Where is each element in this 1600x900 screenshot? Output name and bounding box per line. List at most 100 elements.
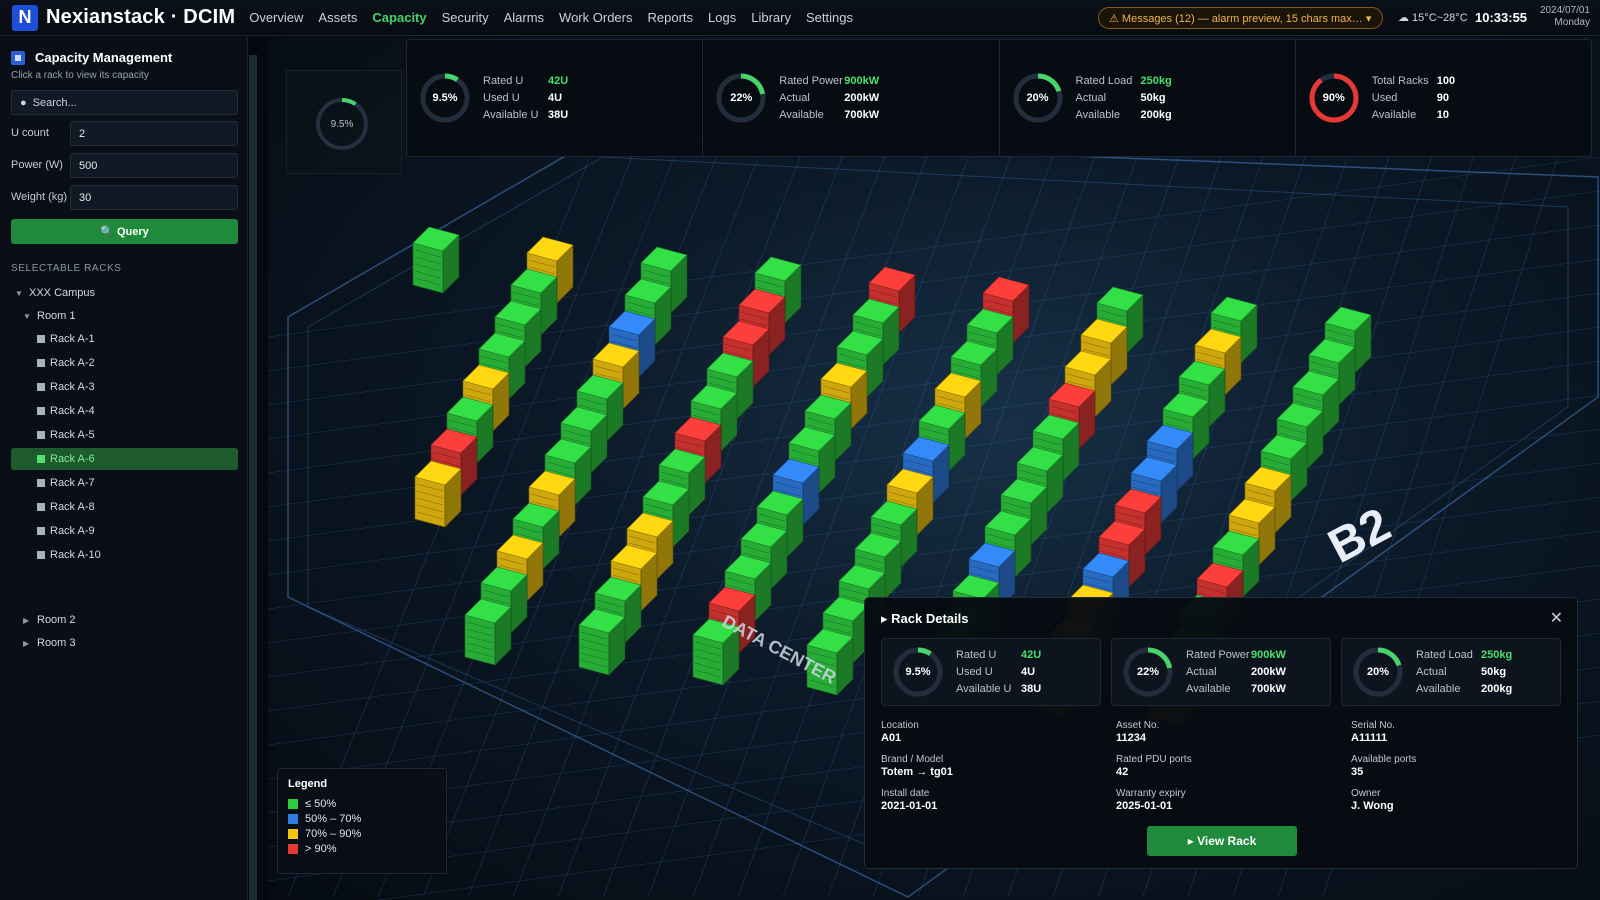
kpi-key: Available xyxy=(1371,109,1417,121)
rack-slot-line xyxy=(1212,326,1240,335)
kpi-row: Available U 38U xyxy=(956,681,1041,698)
rack-slot-line xyxy=(694,641,722,650)
rack-slot-line xyxy=(1100,550,1128,559)
floor-inner-outline xyxy=(307,156,1569,868)
rack-slot-line xyxy=(1310,368,1338,377)
kpi-row: Actual 200kW xyxy=(1186,664,1286,681)
power-input[interactable]: 500 xyxy=(70,153,238,178)
rack-item[interactable]: Rack A-7 xyxy=(11,472,238,494)
rack-slot-line xyxy=(1294,400,1322,409)
query-button[interactable]: 🔍 Query xyxy=(11,219,238,244)
tree-room-1[interactable]: ▼ Room 1 xyxy=(11,305,238,327)
nav-item-overview[interactable]: Overview xyxy=(249,10,304,25)
rack-block xyxy=(464,598,512,666)
rack-slot-line xyxy=(644,510,672,519)
detail-info-field: Install date 2021-01-01 xyxy=(881,788,937,812)
kpi-key: Rated Power xyxy=(779,75,843,87)
nav-item-capacity[interactable]: Capacity xyxy=(372,10,427,25)
nav-item-assets[interactable]: Assets xyxy=(318,10,358,25)
rack-item[interactable]: Rack A-2 xyxy=(11,352,238,374)
mini-ring: 9.5% xyxy=(313,95,371,153)
rack-slot-line xyxy=(822,385,850,394)
rack-slot-line xyxy=(756,279,784,288)
weight-input[interactable]: 30 xyxy=(70,185,238,210)
rack-item[interactable]: Rack A-8 xyxy=(11,496,238,518)
rack-slot-line xyxy=(448,426,476,435)
rack-item[interactable]: Rack A-10 xyxy=(11,544,238,566)
rack-slot-line xyxy=(610,340,638,349)
kpi-key: Rated U xyxy=(483,75,524,87)
rack-icon xyxy=(37,455,45,463)
rack-slot-line xyxy=(808,651,836,660)
rack-slot-line xyxy=(628,535,656,544)
rack-item[interactable]: Rack A-5 xyxy=(11,424,238,446)
rack-item[interactable]: Rack A-1 xyxy=(11,328,238,350)
rack-item[interactable]: Rack A-6 xyxy=(11,448,238,470)
weekday: Monday xyxy=(1554,17,1590,28)
rack-slot-line xyxy=(984,306,1012,315)
nav-item-alarms[interactable]: Alarms xyxy=(503,10,545,25)
rack-icon xyxy=(37,359,45,367)
rack-slot-line xyxy=(838,360,866,369)
rack-icon xyxy=(37,503,45,511)
rack-slot-line xyxy=(676,446,704,455)
detail-ring-value: 22% xyxy=(1136,666,1160,678)
rack-item-label: Rack A-6 xyxy=(50,453,95,465)
app-title: Nexianstack · DCIM xyxy=(46,6,236,28)
rack-slot-line xyxy=(758,513,786,522)
kpi-row: Available 200kg xyxy=(1416,681,1512,698)
rack-item[interactable]: Rack A-3 xyxy=(11,376,238,398)
kpi-row: Available U 38U xyxy=(483,107,568,124)
search-input[interactable]: ● Search... xyxy=(11,90,238,115)
rack-slot-line xyxy=(1278,425,1306,434)
u-count-row: U count 2 xyxy=(11,121,238,146)
rack-slot-line xyxy=(1018,476,1046,485)
kpi-panel: 9.5% Rated U 42U Used U 4U Available U 38U 22% R… xyxy=(406,39,1592,157)
tree-room-3[interactable]: ▶ Room 3 xyxy=(11,632,238,654)
detail-info-field: Brand / Model Totem → tg01 xyxy=(881,754,953,778)
messages-dropdown[interactable]: ⚠ Messages (12) — alarm preview, 15 char… xyxy=(1098,7,1383,29)
detail-info-label: Asset No. xyxy=(1116,720,1160,731)
rack-slot-line xyxy=(416,511,444,520)
rack-slot-line xyxy=(840,587,868,596)
rack-slot-line xyxy=(610,333,638,342)
rack-item[interactable]: Rack A-9 xyxy=(11,520,238,542)
caret-right-icon: ▶ xyxy=(23,638,30,648)
rack-slot-line xyxy=(1262,464,1290,473)
kpi-row: Rated Power 900kW xyxy=(779,73,879,90)
rack-slot-line xyxy=(644,503,672,512)
rack-slot-line xyxy=(676,439,704,448)
nav-item-library[interactable]: Library xyxy=(751,10,791,25)
nav-item-reports[interactable]: Reports xyxy=(647,10,694,25)
kpi-key: Available xyxy=(1416,683,1461,695)
tree-room-2[interactable]: ▶ Room 2 xyxy=(11,609,238,631)
rack-slot-line xyxy=(870,296,898,305)
nav-item-settings[interactable]: Settings xyxy=(805,10,853,25)
rack-slot-line xyxy=(986,533,1014,542)
campus-label: XXX Campus xyxy=(29,287,96,299)
rack-block xyxy=(412,226,460,294)
rack-slot-line xyxy=(1164,422,1192,431)
kpi-row: Actual 200kW xyxy=(779,90,879,107)
rack-slot-line xyxy=(416,504,444,513)
kpi-row: Rated Load 250kg xyxy=(1416,647,1512,664)
nav-item-logs[interactable]: Logs xyxy=(708,10,737,25)
nav-item-work-orders[interactable]: Work Orders xyxy=(559,10,633,25)
rack-slot-line xyxy=(414,270,442,279)
kpi-value: 200kg xyxy=(1481,683,1513,695)
u-count-input[interactable]: 2 xyxy=(70,121,238,146)
nav-item-security[interactable]: Security xyxy=(441,10,489,25)
detail-info-label: Serial No. xyxy=(1351,720,1395,731)
view-rack-button[interactable]: ▸ View Rack xyxy=(1147,826,1297,856)
rack-slot-line xyxy=(724,343,752,352)
kpi-ring: 9.5% xyxy=(419,72,471,124)
rack-slot-line xyxy=(512,298,540,307)
tree-campus[interactable]: ▼ XXX Campus xyxy=(11,282,238,304)
rack-item[interactable]: Rack A-4 xyxy=(11,400,238,422)
kpi-row: Available 10 xyxy=(1372,107,1455,124)
rack-slot-line xyxy=(742,552,770,561)
rack-slot-line xyxy=(660,471,688,480)
close-icon[interactable]: ✕ xyxy=(1549,610,1563,627)
kpi-value: 200kg xyxy=(1140,109,1172,121)
rack-slot-line xyxy=(414,249,442,258)
